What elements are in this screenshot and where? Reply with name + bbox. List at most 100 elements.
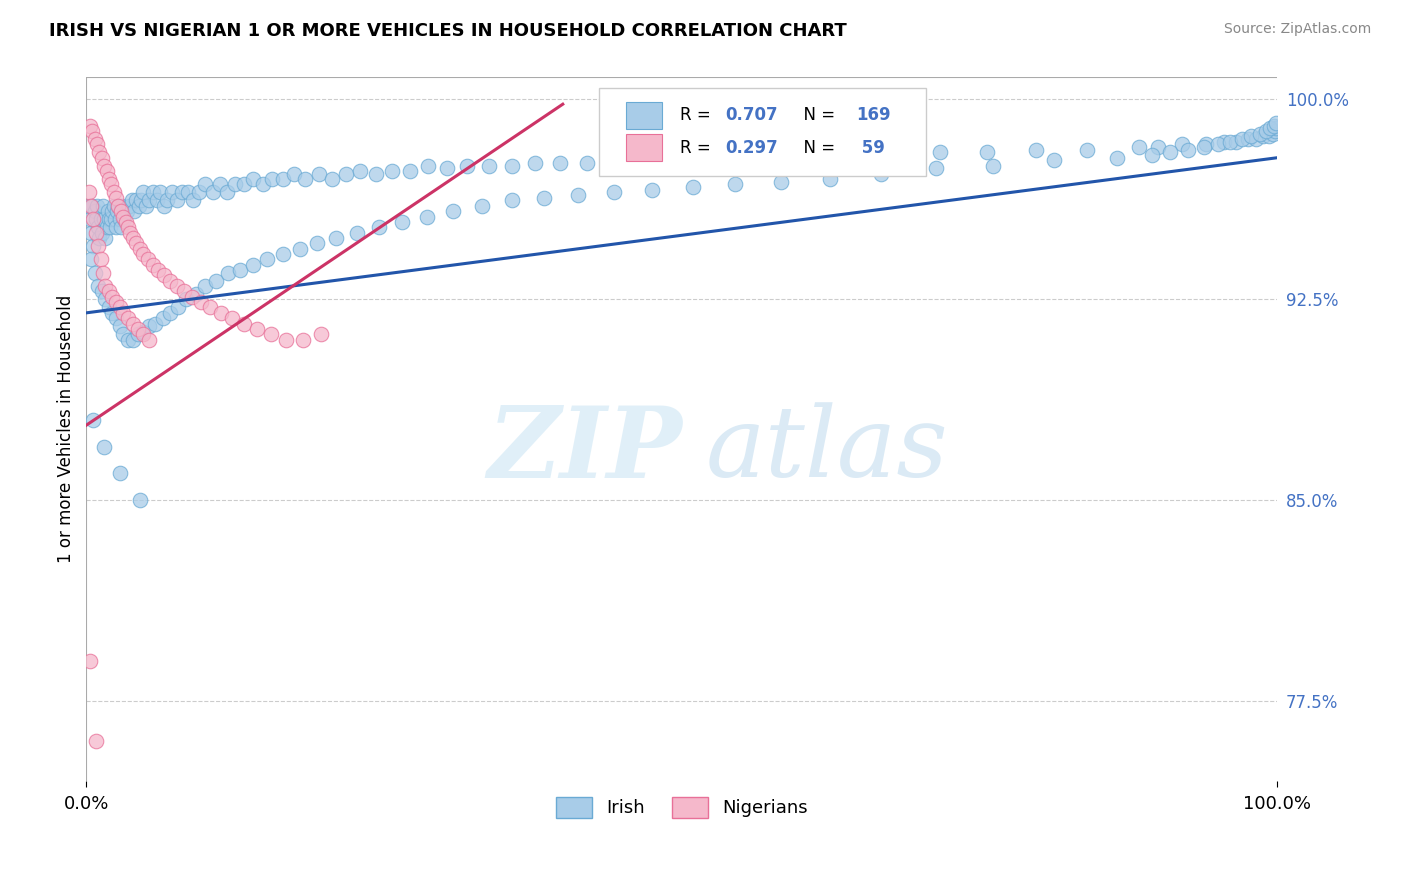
Point xyxy=(501,194,523,208)
Point xyxy=(87,239,110,253)
Point xyxy=(159,306,181,320)
Point xyxy=(478,159,501,173)
Point xyxy=(194,279,217,293)
Point xyxy=(145,194,167,208)
Point xyxy=(128,493,150,508)
Point xyxy=(884,145,907,160)
Point xyxy=(1261,127,1284,141)
Text: IRISH VS NIGERIAN 1 OR MORE VEHICLES IN HOUSEHOLD CORRELATION CHART: IRISH VS NIGERIAN 1 OR MORE VEHICLES IN … xyxy=(49,22,846,40)
Point xyxy=(77,199,100,213)
Point xyxy=(1177,143,1199,157)
Point xyxy=(118,199,141,213)
Point xyxy=(436,161,458,176)
Text: 169: 169 xyxy=(856,106,890,124)
Point xyxy=(108,319,131,334)
Point xyxy=(90,285,112,299)
Point xyxy=(105,311,128,326)
Point xyxy=(79,119,101,133)
Point xyxy=(1260,121,1282,136)
Point xyxy=(170,186,193,200)
Point xyxy=(1042,153,1064,168)
Point xyxy=(665,153,688,168)
Point xyxy=(766,151,789,165)
Point xyxy=(108,467,131,481)
Point xyxy=(399,164,422,178)
Point xyxy=(229,263,252,277)
Point xyxy=(1219,135,1241,149)
Point xyxy=(103,199,125,213)
Point xyxy=(550,156,572,170)
Point xyxy=(176,186,198,200)
Point xyxy=(89,231,111,245)
Point xyxy=(112,327,135,342)
Point xyxy=(929,145,952,160)
Point xyxy=(110,204,132,219)
Point xyxy=(271,247,294,261)
Point xyxy=(96,164,118,178)
Point xyxy=(121,231,143,245)
Point xyxy=(242,258,264,272)
Point xyxy=(142,186,165,200)
Point xyxy=(209,306,232,320)
Point xyxy=(321,172,343,186)
Point xyxy=(94,293,117,307)
Point xyxy=(575,156,598,170)
Point xyxy=(112,212,135,227)
Point xyxy=(112,210,135,224)
Point xyxy=(125,194,148,208)
Point xyxy=(271,172,294,186)
Point xyxy=(121,317,143,331)
Point xyxy=(94,279,117,293)
Point xyxy=(1236,132,1258,146)
Point xyxy=(108,301,131,315)
Point xyxy=(1244,132,1267,146)
Point xyxy=(567,188,589,202)
Point xyxy=(84,734,107,748)
FancyBboxPatch shape xyxy=(599,88,927,176)
Point xyxy=(97,301,120,315)
Point xyxy=(605,153,627,168)
Point xyxy=(84,212,107,227)
Point xyxy=(416,210,439,224)
Point xyxy=(441,204,464,219)
Point xyxy=(152,268,174,283)
Point xyxy=(292,333,315,347)
Point xyxy=(89,145,111,160)
Point xyxy=(103,186,125,200)
Point xyxy=(294,172,316,186)
Text: R =: R = xyxy=(679,106,716,124)
Point xyxy=(146,263,169,277)
Point xyxy=(183,194,205,208)
Point xyxy=(217,266,239,280)
Point xyxy=(90,151,112,165)
Point xyxy=(232,178,254,192)
Point xyxy=(246,322,269,336)
Point xyxy=(121,194,143,208)
Point xyxy=(804,148,827,162)
Point xyxy=(1192,140,1215,154)
Point xyxy=(276,333,298,347)
Point xyxy=(1258,129,1281,144)
Point xyxy=(93,159,115,173)
Point xyxy=(91,199,114,213)
Text: ZIP: ZIP xyxy=(486,402,682,499)
Point xyxy=(125,236,148,251)
Point xyxy=(83,266,105,280)
Text: 0.297: 0.297 xyxy=(724,139,778,157)
Point xyxy=(152,311,174,326)
Point xyxy=(1240,129,1263,144)
Point xyxy=(682,180,704,194)
Point xyxy=(90,226,112,240)
Point xyxy=(142,258,165,272)
Point xyxy=(105,204,128,219)
Point xyxy=(117,333,139,347)
Point xyxy=(603,186,626,200)
Point xyxy=(82,199,104,213)
Point xyxy=(697,151,720,165)
Point xyxy=(368,220,391,235)
Text: 0.707: 0.707 xyxy=(724,106,778,124)
Point xyxy=(114,215,136,229)
Point xyxy=(283,167,305,181)
Point xyxy=(80,199,103,213)
Point xyxy=(418,159,440,173)
